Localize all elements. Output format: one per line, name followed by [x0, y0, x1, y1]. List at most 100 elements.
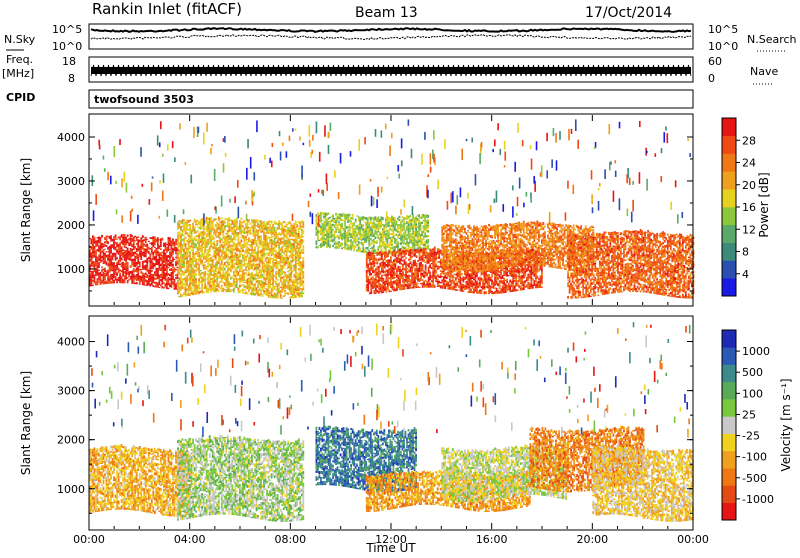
heatmap-cell — [236, 220, 238, 221]
heatmap-cell — [100, 240, 102, 241]
heatmap-cell — [422, 267, 424, 268]
heatmap-cell — [148, 241, 150, 242]
heatmap-cell — [397, 241, 399, 242]
title-text: Rankin Inlet (fitACF) — [92, 0, 242, 18]
heatmap-cell — [302, 258, 304, 260]
heatmap-cell — [185, 291, 187, 292]
heatmap-cell — [269, 224, 271, 226]
heatmap-cell — [224, 268, 226, 271]
heatmap-cell — [427, 235, 429, 237]
heatmap-cell — [263, 256, 265, 258]
heatmap-cell — [219, 272, 221, 274]
heatmap-cell — [130, 242, 132, 243]
heatmap-cell — [362, 245, 364, 246]
heatmap-cell — [382, 292, 384, 293]
heatmap-cell — [403, 225, 405, 227]
heatmap-cell — [416, 256, 418, 258]
heatmap-cell — [149, 255, 151, 257]
heatmap-cell — [115, 276, 117, 277]
heatmap-cell — [140, 271, 142, 272]
heatmap-cell — [195, 282, 197, 285]
freq-label-line1: Freq. — [6, 53, 33, 66]
heatmap-cell — [411, 250, 413, 252]
heatmap-cell — [130, 243, 132, 244]
heatmap-cell — [302, 264, 304, 267]
heatmap-cell — [382, 250, 384, 252]
heatmap-cell — [383, 231, 385, 233]
heatmap-cell — [280, 253, 282, 256]
heatmap-cell — [198, 237, 200, 238]
heatmap-cell — [179, 291, 181, 293]
heatmap-cell — [296, 226, 298, 228]
heatmap-cell — [377, 249, 379, 251]
heatmap-cell — [191, 287, 193, 290]
heatmap-cell — [224, 228, 226, 229]
heatmap-cell — [157, 271, 159, 274]
heatmap-cell — [414, 246, 416, 248]
heatmap-cell — [121, 248, 123, 250]
heatmap-cell — [281, 273, 283, 275]
heatmap-cell — [209, 250, 211, 253]
heatmap-cell — [295, 266, 297, 267]
heatmap-cell — [248, 219, 250, 221]
heatmap-cell — [191, 233, 193, 236]
heatmap-cell — [411, 270, 413, 271]
heatmap-cell — [254, 283, 256, 286]
heatmap-cell — [133, 238, 135, 239]
heatmap-cell — [405, 252, 407, 255]
heatmap-cell — [94, 247, 96, 249]
heatmap-cell — [145, 237, 147, 239]
heatmap-cell — [257, 286, 259, 288]
heatmap-cell — [151, 249, 153, 251]
heatmap-cell — [203, 230, 205, 231]
heatmap-cell — [136, 264, 138, 266]
heatmap-cell — [259, 230, 261, 231]
heatmap-cell — [127, 282, 129, 283]
heatmap-cell — [188, 222, 190, 223]
heatmap-cell — [404, 259, 406, 260]
heatmap-cell — [203, 236, 205, 237]
heatmap-cell — [194, 226, 196, 227]
heatmap-cell — [133, 280, 135, 281]
heatmap-cell — [260, 239, 262, 241]
heatmap-cell — [158, 287, 160, 288]
heatmap-cell — [203, 227, 205, 228]
heatmap-cell — [242, 225, 244, 227]
heatmap-cell — [189, 224, 191, 225]
heatmap-cell — [204, 280, 206, 282]
heatmap-cell — [302, 246, 304, 249]
heatmap-cell — [272, 284, 274, 285]
heatmap-cell — [245, 258, 247, 261]
heatmap-cell — [269, 286, 271, 288]
heatmap-cell — [145, 240, 147, 242]
heatmap-cell — [370, 273, 372, 275]
heatmap-cell — [257, 248, 259, 250]
heatmap-cell — [216, 266, 218, 267]
heatmap-cell — [385, 249, 387, 250]
heatmap-cell — [110, 261, 112, 262]
heatmap-cell — [185, 243, 187, 244]
heatmap-cell — [244, 275, 246, 277]
heatmap-cell — [251, 272, 253, 273]
heatmap-cell — [338, 221, 340, 223]
heatmap-cell — [368, 250, 370, 251]
heatmap-cell — [399, 282, 401, 283]
heatmap-cell — [399, 249, 401, 252]
heatmap-cell — [352, 218, 354, 220]
heatmap-cell — [275, 250, 277, 252]
heatmap-cell — [146, 264, 148, 265]
heatmap-cell — [189, 220, 191, 222]
heatmap-cell — [236, 224, 238, 226]
heatmap-cell — [257, 285, 259, 286]
heatmap-cell — [274, 248, 276, 249]
heatmap-cell — [328, 219, 330, 220]
heatmap-cell — [302, 245, 304, 246]
heatmap-cell — [216, 280, 218, 282]
heatmap-cell — [201, 250, 203, 252]
heatmap-cell — [200, 275, 202, 276]
heatmap-cell — [262, 294, 264, 297]
heatmap-cell — [127, 234, 129, 236]
heatmap-cell — [281, 269, 283, 270]
heatmap-cell — [272, 267, 274, 269]
heatmap-cell — [201, 249, 203, 250]
